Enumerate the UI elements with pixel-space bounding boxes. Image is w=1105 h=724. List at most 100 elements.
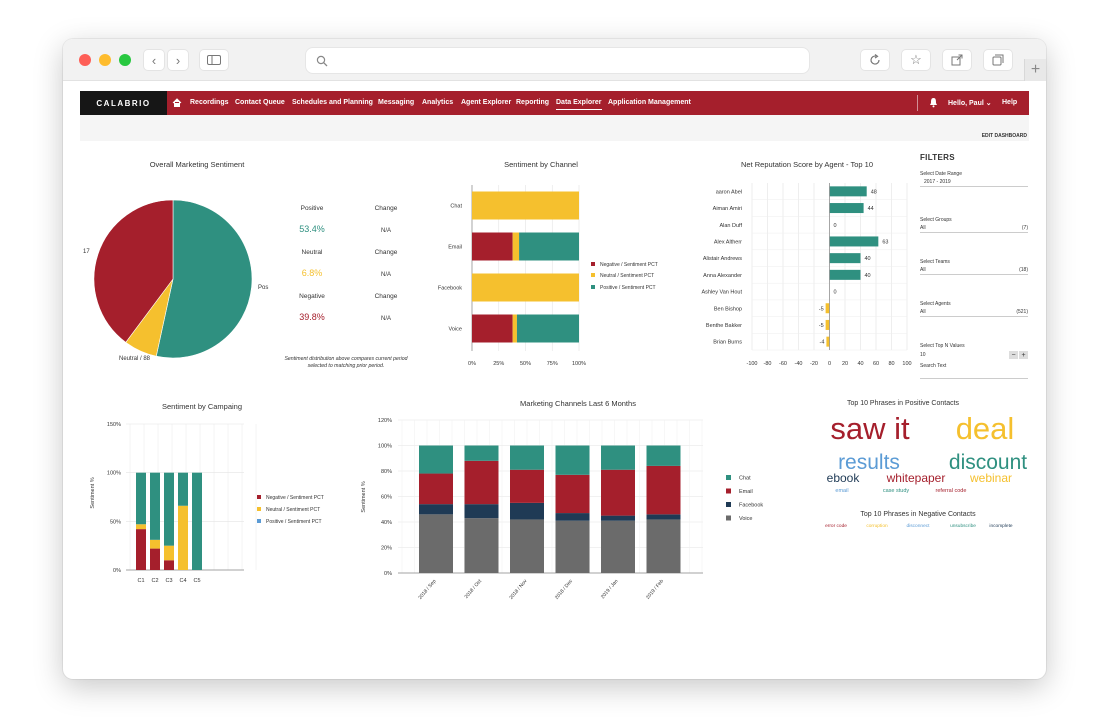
agents-select[interactable]: All (521)	[920, 307, 1028, 317]
browser-titlebar: ‹ › ☆ +	[63, 39, 1046, 81]
pie-label-bottom: Neutral / 88	[119, 356, 151, 362]
agents-count: (521)	[1016, 309, 1028, 315]
tabs-overview-button[interactable]	[983, 49, 1013, 71]
nav-item-reporting[interactable]: Reporting	[516, 99, 550, 106]
bar-segment	[464, 518, 499, 573]
y-tick-label: 40%	[381, 520, 392, 526]
teams-select[interactable]: All (18)	[920, 265, 1028, 275]
campaign-label: C1	[137, 578, 144, 584]
legend-facebook: Facebook	[739, 503, 763, 509]
nrs-chart-title: Net Reputation Score by Agent - Top 10	[741, 160, 873, 169]
bell-icon[interactable]	[929, 97, 938, 108]
phrase-whitepaper: whitepaper	[886, 471, 946, 485]
month-label: 2019 / Jan	[600, 578, 620, 600]
bar-segment	[601, 445, 635, 470]
edit-dashboard-button[interactable]: EDIT DASHBOARD	[981, 133, 1027, 139]
filters-panel: FILTERS Select Date Range 2017 - 2019 Se…	[920, 153, 1028, 379]
bar-segment	[419, 445, 453, 474]
agent-label: aaron Abel	[716, 189, 742, 195]
groups-select[interactable]: All (7)	[920, 223, 1028, 233]
phrase-disconnect: disconnect	[907, 523, 931, 529]
agent-label: Alex Altherr	[714, 239, 742, 245]
new-tab-button[interactable]: +	[1024, 59, 1046, 81]
bar-segment	[164, 545, 174, 561]
nav-item-recordings[interactable]: Recordings	[190, 99, 229, 106]
legend-email: Email	[739, 489, 753, 495]
agent-bar	[829, 186, 867, 197]
phrase-results: results	[838, 451, 900, 474]
share-button[interactable]	[942, 49, 972, 71]
bar-segment	[516, 314, 579, 343]
close-window-button[interactable]	[79, 54, 91, 66]
bar-segment	[472, 232, 513, 261]
top-n-value[interactable]: 10	[920, 352, 926, 358]
legend-swatch-neutral	[591, 273, 595, 277]
x-tick-label: 0%	[468, 361, 476, 367]
home-icon[interactable]	[172, 98, 182, 107]
nav-item-agent-explorer[interactable]: Agent Explorer	[461, 99, 512, 106]
y-tick-label: 60%	[381, 495, 392, 501]
agent-bar	[829, 203, 864, 214]
bar-segment	[136, 524, 146, 530]
nav-item-analytics[interactable]: Analytics	[422, 99, 454, 106]
agent-value-label: -5	[819, 306, 824, 312]
decrement-button[interactable]: −	[1009, 351, 1018, 359]
phrase-deal: deal	[956, 411, 1015, 446]
category-label: Chat	[450, 204, 462, 210]
user-menu[interactable]: Hello, Paul ⌄	[948, 99, 992, 107]
back-button[interactable]: ‹	[143, 49, 165, 71]
sentiment-by-channel-chart: Sentiment by Channel 0% 25% 50% 75% 100% Chat E…	[438, 160, 586, 367]
nav-item-data-explorer[interactable]: Data Explorer	[556, 99, 602, 110]
date-range-select[interactable]: 2017 - 2019	[920, 177, 1028, 187]
stat-neutral-label: Neutral	[302, 249, 324, 256]
bar-segment	[150, 539, 160, 549]
address-bar[interactable]	[305, 47, 810, 74]
agent-label: Aiman Amiri	[713, 206, 742, 212]
legend-swatch-voice	[726, 515, 731, 521]
bookmark-button[interactable]: ☆	[901, 49, 931, 71]
nav-item-contact-queue[interactable]: Contact Queue	[235, 99, 285, 106]
phrase-unsubscribe: unsubscribe	[950, 523, 976, 529]
reload-button[interactable]	[860, 49, 890, 71]
nav-item-messaging[interactable]: Messaging	[378, 99, 415, 106]
agent-bar	[829, 269, 861, 280]
bar-segment	[646, 465, 681, 515]
minimize-window-button[interactable]	[99, 54, 111, 66]
x-tick-label: 50%	[520, 361, 531, 367]
x-tick-label: 20	[842, 361, 848, 367]
legend-positive: Positive / Sentiment PCT	[266, 519, 322, 525]
x-tick-label: 60	[873, 361, 879, 367]
stat-positive-value: 53.4%	[299, 224, 325, 234]
pie-label-right: Pos	[258, 285, 268, 291]
search-text-input[interactable]	[920, 371, 1028, 379]
agent-bar	[826, 336, 830, 347]
chevron-right-icon: ›	[175, 52, 181, 68]
bar-segment	[601, 515, 635, 521]
phrase-incomplete: incomplete	[989, 523, 1013, 529]
minus-icon: −	[1011, 351, 1016, 359]
channel-chart-title: Sentiment by Channel	[504, 160, 578, 169]
stat-negative-change-label: Change	[375, 293, 398, 300]
legend-swatch-email	[726, 488, 731, 494]
overall-sentiment-title: Overall Marketing Sentiment	[150, 160, 246, 169]
agent-bar	[829, 253, 861, 264]
top-n-stepper: 10 − +	[920, 349, 1028, 359]
zoom-window-button[interactable]	[119, 54, 131, 66]
y-tick-label: 120%	[378, 418, 392, 424]
increment-button[interactable]: +	[1019, 351, 1028, 359]
pie-slice-positive	[155, 199, 253, 359]
bar-segment	[519, 232, 579, 261]
forward-button[interactable]: ›	[167, 49, 189, 71]
nav-item-schedules-and-planning[interactable]: Schedules and Planning	[292, 99, 373, 106]
bar-segment	[419, 514, 453, 573]
nav-item-application-management[interactable]: Application Management	[608, 99, 691, 106]
x-tick-label: -60	[779, 361, 787, 367]
agent-label: Brian Burns	[713, 340, 742, 346]
bar-segment	[150, 472, 160, 540]
teams-value: All	[920, 267, 926, 273]
stat-negative-change: N/A	[381, 316, 391, 322]
groups-value: All	[920, 225, 926, 231]
sidebar-toggle-button[interactable]	[199, 49, 229, 71]
nav-item-help[interactable]: Help	[1002, 99, 1018, 106]
search-text-label: Search Text	[920, 363, 947, 369]
